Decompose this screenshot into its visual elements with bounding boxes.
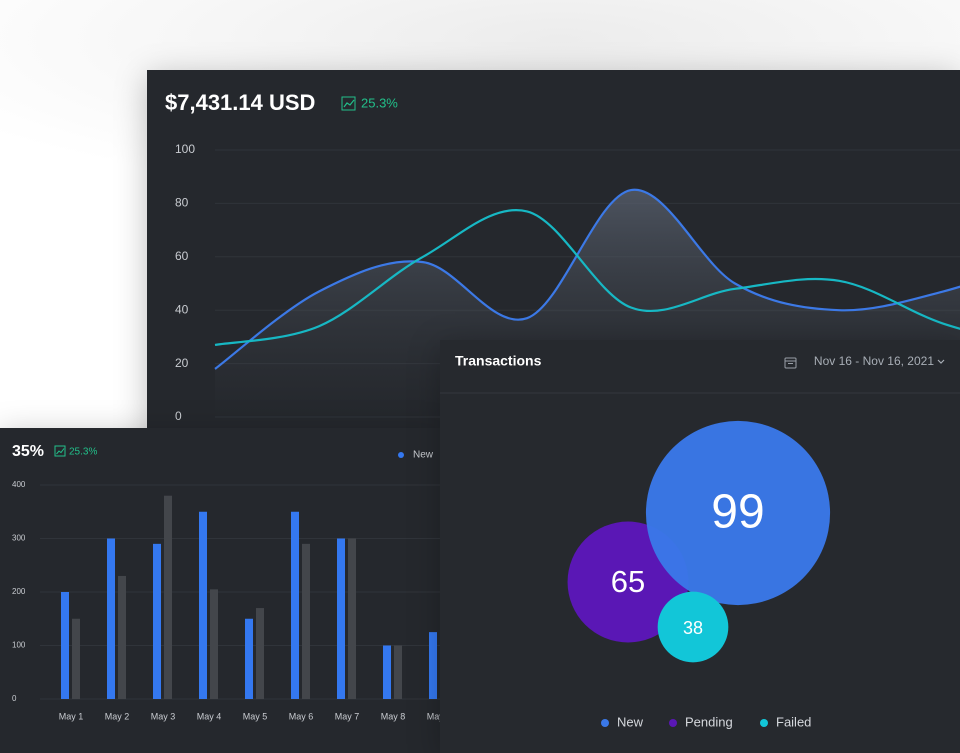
y-tick-label: 100 [175, 142, 195, 156]
bar [337, 538, 345, 699]
y-tick-label: 0 [12, 694, 17, 703]
bar [291, 511, 299, 699]
calendar-icon [784, 357, 797, 369]
x-tick-label: May 1 [59, 711, 84, 721]
legend-label: New [617, 714, 644, 729]
bar-card: 35% 25.3% 0 100 200 300 400 May 1 May 2 May 3 Ma… [0, 428, 440, 753]
bubble-card: Transactions Nov 16 - Nov 16, 2021 65 99 3… [440, 340, 960, 753]
dropdown-chevron[interactable] [937, 359, 945, 364]
y-tick-label: 0 [175, 409, 182, 423]
date-range[interactable]: Nov 16 - Nov 16, 2021 [814, 354, 934, 368]
bar [153, 543, 161, 699]
x-tick-label: May 6 [289, 711, 314, 721]
legend-marker [669, 719, 677, 727]
x-tick-label: May 9 [427, 711, 440, 721]
legend-marker [398, 452, 404, 458]
y-tick-label: 60 [175, 249, 189, 263]
bubble-chart: Transactions Nov 16 - Nov 16, 2021 65 99 3… [440, 353, 960, 729]
bubble-label: 99 [711, 486, 764, 539]
badge: 25.3% [69, 447, 97, 458]
bar [107, 538, 115, 699]
bar [383, 645, 391, 699]
x-tick-label: May 8 [381, 711, 406, 721]
legend-label: New [413, 450, 434, 461]
legend-label: Failed [776, 714, 811, 729]
bubble-label: 38 [683, 618, 703, 638]
badge: 25.3% [361, 95, 398, 110]
bar [61, 592, 69, 699]
y-tick-label: 200 [12, 587, 26, 596]
bar [72, 618, 80, 699]
bubble [657, 591, 729, 663]
bar [256, 608, 264, 699]
bar-chart: 35% 25.3% 0 100 200 300 400 May 1 May 2 May 3 Ma… [12, 443, 440, 721]
bubble-label: 65 [611, 564, 645, 599]
x-tick-label: May 7 [335, 711, 360, 721]
bar [429, 632, 437, 699]
bar [210, 589, 218, 699]
chart-title: 35% [12, 443, 44, 460]
card-title: Transactions [455, 353, 542, 369]
x-tick-label: May 4 [197, 711, 222, 721]
legend-label: Pending [685, 714, 733, 729]
bar [199, 511, 207, 699]
bar [118, 575, 126, 699]
bar [164, 495, 172, 699]
legend-marker [760, 719, 768, 727]
bar [245, 618, 253, 699]
y-tick-label: 40 [175, 302, 189, 316]
y-tick-label: 80 [175, 196, 189, 210]
y-tick-label: 300 [12, 534, 26, 543]
bubble [645, 420, 831, 606]
x-tick-label: May 3 [151, 711, 176, 721]
x-tick-label: May 2 [105, 711, 130, 721]
badge-icon [341, 96, 356, 111]
bar [394, 645, 402, 699]
y-tick-label: 100 [12, 641, 26, 650]
line [214, 209, 960, 346]
y-tick-label: 400 [12, 480, 26, 489]
x-tick-label: May 5 [243, 711, 268, 721]
bar [302, 543, 310, 699]
y-tick-label: 20 [175, 356, 189, 370]
bar [348, 538, 356, 699]
chart-title: $7,431.14 USD [165, 90, 315, 115]
legend-marker [601, 719, 609, 727]
badge-icon [54, 445, 66, 457]
